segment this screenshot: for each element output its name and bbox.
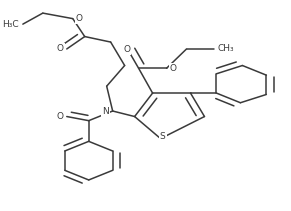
- Text: N: N: [102, 107, 109, 115]
- Text: CH₃: CH₃: [218, 45, 234, 53]
- Text: O: O: [56, 112, 63, 121]
- Text: O: O: [170, 64, 177, 73]
- Text: O: O: [76, 14, 83, 23]
- Text: H₃C: H₃C: [2, 20, 19, 29]
- Text: O: O: [123, 45, 130, 54]
- Text: S: S: [160, 132, 166, 141]
- Text: O: O: [56, 45, 63, 53]
